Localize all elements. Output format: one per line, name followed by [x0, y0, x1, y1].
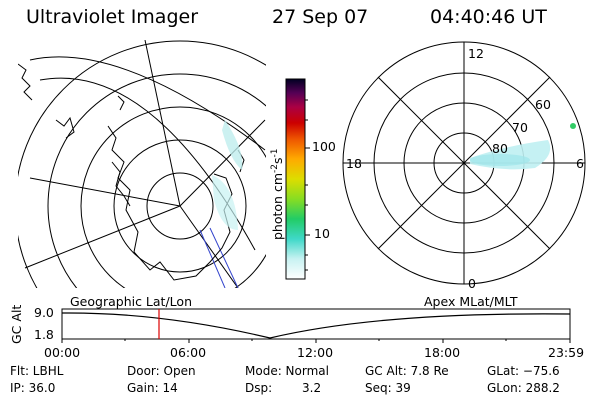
mlt-label-12: 12 [468, 46, 484, 61]
timeline-panel [61, 308, 571, 343]
mlat-label-70: 70 [512, 120, 528, 135]
mlat-label-80: 80 [492, 141, 508, 156]
mlat-label-60: 60 [535, 97, 551, 112]
polar-plot [342, 41, 586, 285]
mlt-label-18: 18 [346, 156, 362, 171]
seq-status: Seq: 39 [365, 381, 411, 395]
instrument-title: Ultraviolet Imager [26, 6, 199, 28]
date-label: 27 Sep 07 [272, 6, 369, 28]
colorbar [285, 78, 306, 280]
colorbar-unit-label: photon cm-2s-1 [270, 148, 286, 240]
mlt-label-0: 0 [468, 276, 476, 291]
xtick-2: 12:00 [297, 345, 334, 360]
mode-status: Mode: Normal [245, 364, 329, 378]
colorbar-ticks [305, 99, 310, 271]
glon-status: GLon: 288.2 [487, 381, 560, 395]
geographic-label: Geographic Lat/Lon [70, 294, 192, 309]
xtick-1: 06:00 [170, 345, 207, 360]
filter-status: Flt: LBHL [10, 364, 64, 378]
gc-alt-axis-label: GC Alt [9, 304, 24, 344]
ytick-bottom: 1.8 [34, 327, 54, 342]
polar-aurora [470, 123, 576, 170]
gain-status: Gain: 14 [127, 381, 178, 395]
door-status: Door: Open [127, 364, 196, 378]
dsp-key: Dsp: [245, 381, 273, 395]
ip-status: IP: 36.0 [10, 381, 56, 395]
ytick-top: 9.0 [34, 305, 54, 320]
gc-alt-status: GC Alt: 7.8 Re [365, 364, 449, 378]
xtick-0: 00:00 [44, 345, 81, 360]
glat-status: GLat: −75.6 [487, 364, 560, 378]
map-aurora [212, 120, 243, 230]
geographic-map [18, 40, 266, 288]
apex-label: Apex MLat/MLT [424, 294, 518, 309]
colorbar-tick-10: 10 [314, 226, 330, 241]
mlt-label-6: 6 [576, 156, 584, 171]
xtick-3: 18:00 [424, 345, 461, 360]
dsp-value: 3.2 [302, 381, 322, 395]
xtick-4: 23:59 [548, 345, 585, 360]
time-label: 04:40:46 UT [430, 6, 547, 28]
colorbar-tick-100: 100 [312, 139, 336, 154]
